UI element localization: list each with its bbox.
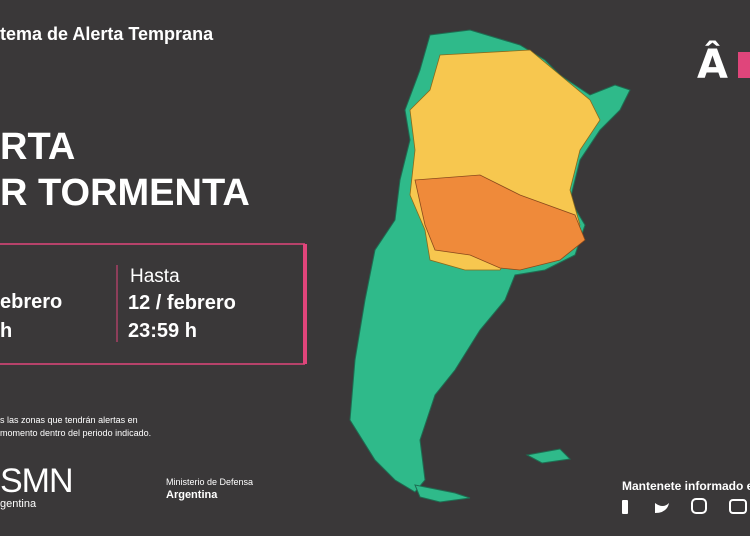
alert-line2: R TORMENTA [0, 172, 250, 214]
brand-logo [738, 52, 750, 78]
instagram-icon[interactable] [691, 498, 707, 514]
tv-icon[interactable] [729, 499, 747, 514]
twitter-icon[interactable] [655, 503, 669, 513]
social-icons [622, 498, 747, 514]
facebook-icon[interactable] [622, 500, 628, 514]
note-line1: s las zonas que tendrán alertas en [0, 415, 138, 425]
note-line2: momento dentro del periodo indicado. [0, 428, 152, 438]
alert-line1: RTA [0, 126, 76, 168]
from-date: ebrero [0, 291, 63, 313]
orange-zone [414, 174, 586, 271]
brand-icon: Â [697, 40, 728, 88]
ministry: Ministerio de Defensa [166, 477, 254, 487]
tierra-del-fuego [414, 484, 471, 503]
follow-text: Mantenete informado e [622, 479, 750, 493]
smn-sub: gentina [0, 498, 37, 510]
header-title: tema de Alerta Temprana [0, 24, 214, 44]
to-label: Hasta [130, 266, 180, 287]
smn-logo: SMN [0, 462, 74, 500]
ministry-sub: Argentina [166, 489, 218, 501]
islands [525, 448, 572, 464]
to-time: 23:59 h [128, 320, 197, 342]
to-date: 12 / febrero [128, 292, 236, 314]
from-time: h [0, 320, 13, 342]
